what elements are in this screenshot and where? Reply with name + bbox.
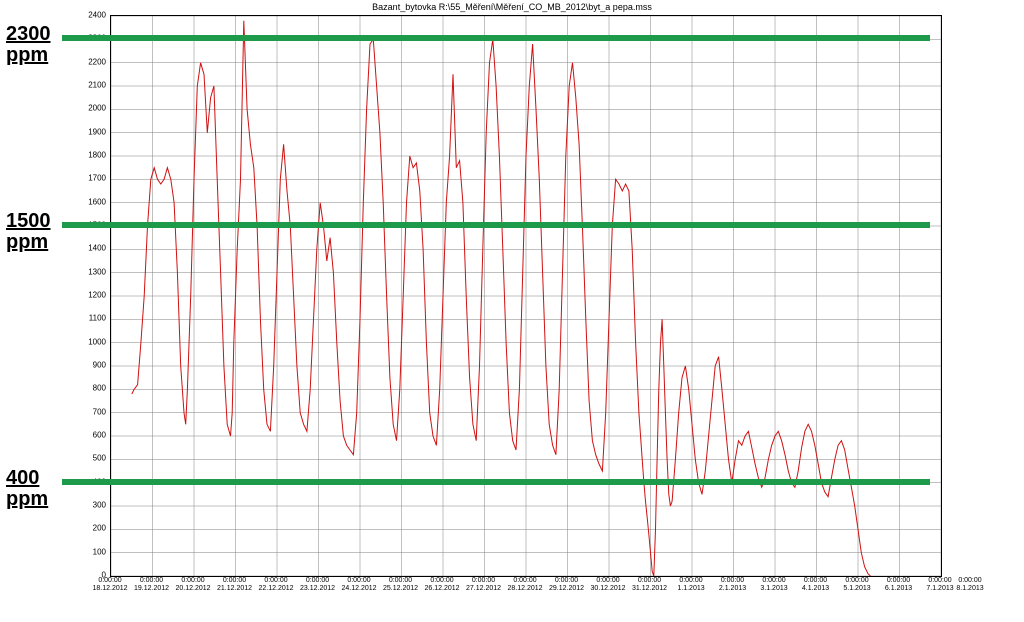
x-tick-label: 0:00:006.1.2013 bbox=[885, 577, 912, 592]
y-tick-label: 2400 bbox=[78, 11, 106, 20]
reference-line bbox=[62, 35, 930, 41]
y-tick-label: 300 bbox=[78, 501, 106, 510]
x-tick-label: 0:00:0024.12.2012 bbox=[341, 577, 376, 592]
y-tick-label: 1000 bbox=[78, 337, 106, 346]
y-tick-label: 2000 bbox=[78, 104, 106, 113]
y-tick-label: 2100 bbox=[78, 81, 106, 90]
x-tick-label: 0:00:0023.12.2012 bbox=[300, 577, 335, 592]
x-tick-label: 0:00:0019.12.2012 bbox=[134, 577, 169, 592]
x-tick-label: 0:00:0021.12.2012 bbox=[217, 577, 252, 592]
chart-frame: Bazant_bytovka R:\55_Měření\Měření_CO_MB… bbox=[0, 0, 1024, 622]
y-tick-label: 1100 bbox=[78, 314, 106, 323]
reference-line bbox=[62, 222, 930, 228]
y-tick-label: 1400 bbox=[78, 244, 106, 253]
x-tick-label: 0:00:0018.12.2012 bbox=[92, 577, 127, 592]
y-tick-label: 600 bbox=[78, 431, 106, 440]
x-tick-label: 0:00:002.1.2013 bbox=[719, 577, 746, 592]
x-tick-label: 0:00:0025.12.2012 bbox=[383, 577, 418, 592]
x-tick-label: 0:00:0026.12.2012 bbox=[424, 577, 459, 592]
reference-line-label: 400ppm bbox=[6, 468, 48, 510]
x-tick-label: 0:00:0020.12.2012 bbox=[175, 577, 210, 592]
chart-title: Bazant_bytovka R:\55_Měření\Měření_CO_MB… bbox=[0, 2, 1024, 12]
x-tick-label: 0:00:008.1.2013 bbox=[956, 577, 983, 592]
y-tick-label: 1200 bbox=[78, 291, 106, 300]
y-tick-label: 2200 bbox=[78, 57, 106, 66]
reference-line-label: 1500ppm bbox=[6, 211, 51, 253]
y-tick-label: 1600 bbox=[78, 197, 106, 206]
y-tick-label: 900 bbox=[78, 361, 106, 370]
y-tick-label: 1800 bbox=[78, 151, 106, 160]
y-tick-label: 200 bbox=[78, 524, 106, 533]
reference-line bbox=[62, 479, 930, 485]
y-tick-label: 500 bbox=[78, 454, 106, 463]
x-tick-label: 0:00:0029.12.2012 bbox=[549, 577, 584, 592]
y-tick-label: 100 bbox=[78, 547, 106, 556]
y-tick-label: 700 bbox=[78, 407, 106, 416]
x-tick-label: 0:00:0022.12.2012 bbox=[258, 577, 293, 592]
y-tick-label: 1300 bbox=[78, 267, 106, 276]
x-tick-label: 0:00:003.1.2013 bbox=[760, 577, 787, 592]
x-tick-label: 0:00:005.1.2013 bbox=[843, 577, 870, 592]
x-tick-label: 0:00:001.1.2013 bbox=[677, 577, 704, 592]
y-tick-label: 1900 bbox=[78, 127, 106, 136]
chart-plot bbox=[110, 15, 942, 577]
x-tick-label: 0:00:0030.12.2012 bbox=[590, 577, 625, 592]
x-tick-label: 0:00:0027.12.2012 bbox=[466, 577, 501, 592]
x-tick-label: 0:00:004.1.2013 bbox=[802, 577, 829, 592]
x-tick-label: 0:00:0028.12.2012 bbox=[507, 577, 542, 592]
y-tick-label: 800 bbox=[78, 384, 106, 393]
y-tick-label: 1700 bbox=[78, 174, 106, 183]
x-tick-label: 0:00:0031.12.2012 bbox=[632, 577, 667, 592]
reference-line-label: 2300ppm bbox=[6, 24, 51, 66]
x-tick-label: 0:00:007.1.2013 bbox=[926, 577, 953, 592]
